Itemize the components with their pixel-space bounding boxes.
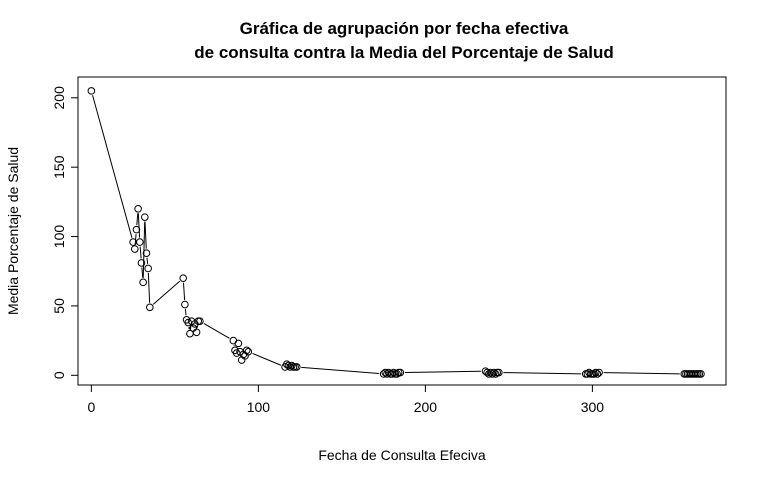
series-line-segment	[503, 372, 582, 375]
chart-subtitle: de consulta contra la Media del Porcenta…	[194, 43, 613, 62]
series-line-segment	[603, 372, 680, 375]
series-line-segment	[147, 272, 151, 303]
y-tick-label: 200	[51, 86, 67, 110]
series-line-segment	[152, 280, 181, 305]
y-tick-label: 150	[51, 155, 67, 179]
data-point	[495, 368, 503, 377]
data-point	[87, 87, 96, 95]
series-line-segment	[137, 213, 141, 238]
data-point	[593, 370, 602, 378]
plot-frame	[77, 76, 727, 386]
data-point	[130, 245, 139, 253]
data-point	[144, 264, 152, 273]
data-point	[591, 368, 600, 377]
data-point	[292, 363, 301, 371]
y-tick-label: 100	[51, 225, 67, 249]
x-tick-label: 300	[581, 399, 605, 415]
x-axis: 0 100 200 300	[87, 384, 605, 415]
series-line-group	[92, 95, 680, 375]
series-line-segment	[136, 213, 139, 226]
series-line-segment	[92, 95, 133, 238]
data-point	[393, 370, 401, 378]
y-axis: 0 50 100 150 200	[51, 86, 79, 379]
data-point	[490, 368, 498, 377]
series-line-segment	[141, 267, 144, 278]
y-axis-label: Media Porcentaje de Salud	[5, 147, 21, 315]
data-point	[595, 368, 603, 377]
x-axis-label: Fecha de Consulta Efeciva	[318, 447, 486, 463]
data-point	[142, 249, 151, 257]
series-line-segment	[404, 370, 482, 373]
y-tick-label: 50	[51, 298, 67, 314]
data-point	[137, 259, 146, 267]
series-line-segment	[183, 282, 186, 301]
chart-title: Gráfica de agrupación por fecha efectiva	[240, 19, 569, 38]
series-line-segment	[146, 257, 149, 265]
data-point	[141, 213, 149, 221]
series-line-segment	[252, 352, 282, 366]
series-line-segment	[144, 221, 147, 249]
data-point	[135, 238, 144, 246]
data-point	[244, 347, 253, 356]
y-tick-label: 0	[51, 371, 67, 379]
data-point	[234, 339, 243, 348]
data-point	[590, 370, 598, 378]
series-line-segment	[139, 246, 142, 259]
data-point	[192, 328, 201, 337]
data-point	[229, 336, 238, 345]
data-point	[287, 361, 296, 370]
series-line-segment	[301, 366, 380, 375]
x-tick-label: 0	[87, 399, 95, 415]
data-point	[146, 303, 154, 312]
data-point	[697, 370, 705, 378]
series-line-segment	[142, 221, 146, 278]
data-point	[196, 317, 204, 325]
series-line-segment	[184, 308, 187, 316]
data-point	[179, 274, 188, 282]
data-point	[134, 205, 142, 213]
data-point	[132, 225, 141, 234]
data-point	[491, 370, 500, 378]
series-line-segment	[203, 323, 230, 339]
x-tick-label: 100	[247, 399, 271, 415]
data-point	[139, 278, 147, 287]
data-point	[181, 300, 189, 309]
data-point	[242, 346, 251, 355]
x-tick-label: 200	[414, 399, 438, 415]
data-point	[396, 368, 405, 377]
series-points-group	[87, 87, 705, 378]
